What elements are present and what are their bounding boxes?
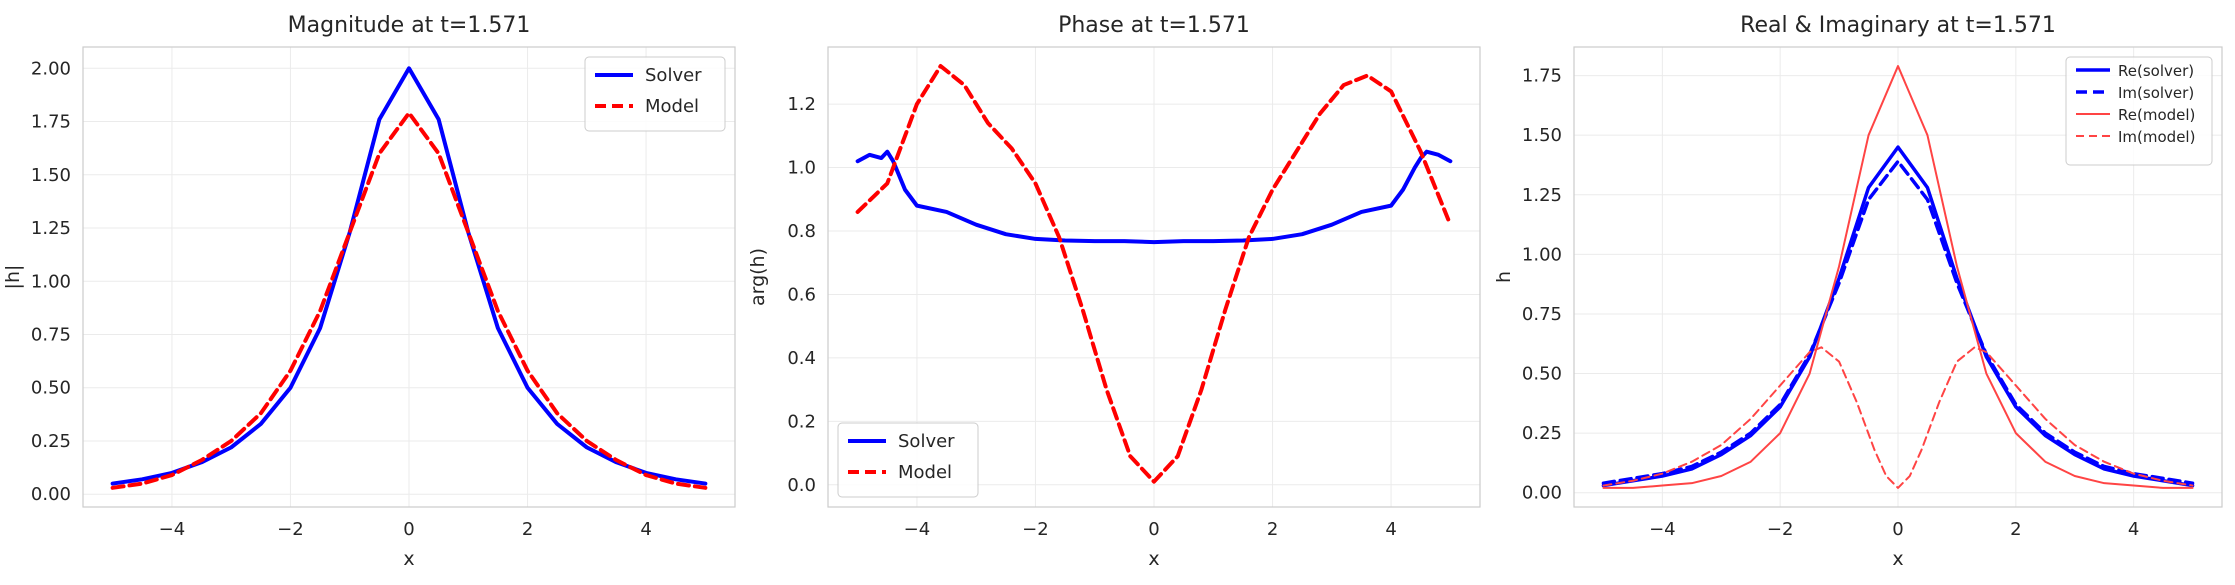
y-tick-label: 2.00 <box>31 58 71 79</box>
y-tick-label: 1.50 <box>31 165 71 186</box>
y-tick-label: 0.25 <box>31 431 71 452</box>
y-tick-label: 0.75 <box>31 325 71 346</box>
legend: Solver Model <box>837 422 979 498</box>
subplot-1: −4 −2 0 2 4 0.00 0.25 0.50 0.75 1.00 1.25 1.50 1.75 2… <box>2 13 736 570</box>
x-tick-label: −4 <box>159 519 186 540</box>
y-tick-label: 1.00 <box>1522 244 1562 265</box>
y-axis-label: |h| <box>2 265 24 290</box>
series-line-1 <box>1601 145 2195 488</box>
y-axis-label: h <box>1493 271 1515 283</box>
x-tick-label: 4 <box>1385 519 1396 540</box>
chart-title: Real & Imaginary at t=1.571 <box>1740 13 2056 38</box>
y-tick-label: 0.25 <box>1522 423 1562 444</box>
y-tick-label: 1.75 <box>31 112 71 133</box>
legend-label: Solver <box>645 65 702 86</box>
x-axis-label: x <box>1892 548 1903 570</box>
y-tick-label: 1.50 <box>1522 125 1562 146</box>
y-tick-label: 1.75 <box>1522 66 1562 87</box>
x-tick-label: 0 <box>1148 519 1159 540</box>
y-tick-label: 1.25 <box>31 218 71 239</box>
x-tick-label: −2 <box>1022 519 1049 540</box>
x-axis-label: x <box>403 548 414 570</box>
y-tick-label: 0.4 <box>787 348 816 369</box>
y-tick-label: 0.8 <box>787 221 816 242</box>
y-tick-label: 0.00 <box>1522 483 1562 504</box>
y-tick-label: 0.75 <box>1522 304 1562 325</box>
series-line-1 <box>110 66 708 486</box>
axes-frame <box>827 46 1481 508</box>
axes-frame <box>1573 46 2223 508</box>
y-tick-label: 0.0 <box>787 475 816 496</box>
x-tick-label: 2 <box>522 519 533 540</box>
y-tick-label: 0.50 <box>31 378 71 399</box>
y-tick-label: 0.2 <box>787 411 816 432</box>
y-tick-label: 0.50 <box>1522 364 1562 385</box>
y-axis-label: arg(h) <box>747 248 769 306</box>
legend-label: Im(model) <box>2118 128 2195 146</box>
legend-label: Model <box>645 96 699 117</box>
y-tick-label: 0.00 <box>31 484 71 505</box>
legend-label: Im(solver) <box>2118 84 2194 102</box>
series-line-2 <box>110 111 708 490</box>
x-tick-label: 4 <box>2128 519 2139 540</box>
legend-box <box>2065 56 2213 166</box>
axes-frame <box>82 46 736 508</box>
x-axis-label: x <box>1148 548 1159 570</box>
x-tick-label: 0 <box>1892 519 1903 540</box>
chart-title: Phase at t=1.571 <box>1058 13 1250 38</box>
series-line-4 <box>1602 346 2194 489</box>
legend-label: Model <box>898 462 952 483</box>
subplot-3: −4 −2 0 2 4 0.00 0.25 0.50 0.75 1.00 1.25 1.50 1.75 R… <box>1493 13 2223 570</box>
series-line-3 <box>1602 65 2194 489</box>
chart-title: Magnitude at t=1.571 <box>288 13 531 38</box>
series-line-2 <box>855 64 1453 484</box>
x-tick-label: −2 <box>1767 519 1794 540</box>
y-tick-label: 1.0 <box>787 158 816 179</box>
x-tick-label: −4 <box>1649 519 1676 540</box>
legend: Solver Model <box>584 56 726 132</box>
subplot-2: −4 −2 0 2 4 0.0 0.2 0.4 0.6 0.8 1.0 1.2 Phase at t=1… <box>747 13 1481 570</box>
y-tick-label: 1.00 <box>31 271 71 292</box>
x-tick-label: 2 <box>1267 519 1278 540</box>
x-tick-label: 0 <box>403 519 414 540</box>
y-tick-label: 0.6 <box>787 284 816 305</box>
x-tick-label: 4 <box>640 519 651 540</box>
y-tick-label: 1.25 <box>1522 185 1562 206</box>
legend: Re(solver) Im(solver) Re(model) Im(model) <box>2065 56 2213 166</box>
legend-label: Re(solver) <box>2118 62 2194 80</box>
y-tick-label: 1.2 <box>787 94 816 115</box>
x-tick-label: −2 <box>277 519 304 540</box>
legend-label: Solver <box>898 431 955 452</box>
legend-label: Re(model) <box>2118 106 2195 124</box>
series-line-2 <box>1601 159 2195 485</box>
x-tick-label: 2 <box>2010 519 2021 540</box>
x-tick-label: −4 <box>904 519 931 540</box>
series-line-1 <box>855 149 1453 245</box>
